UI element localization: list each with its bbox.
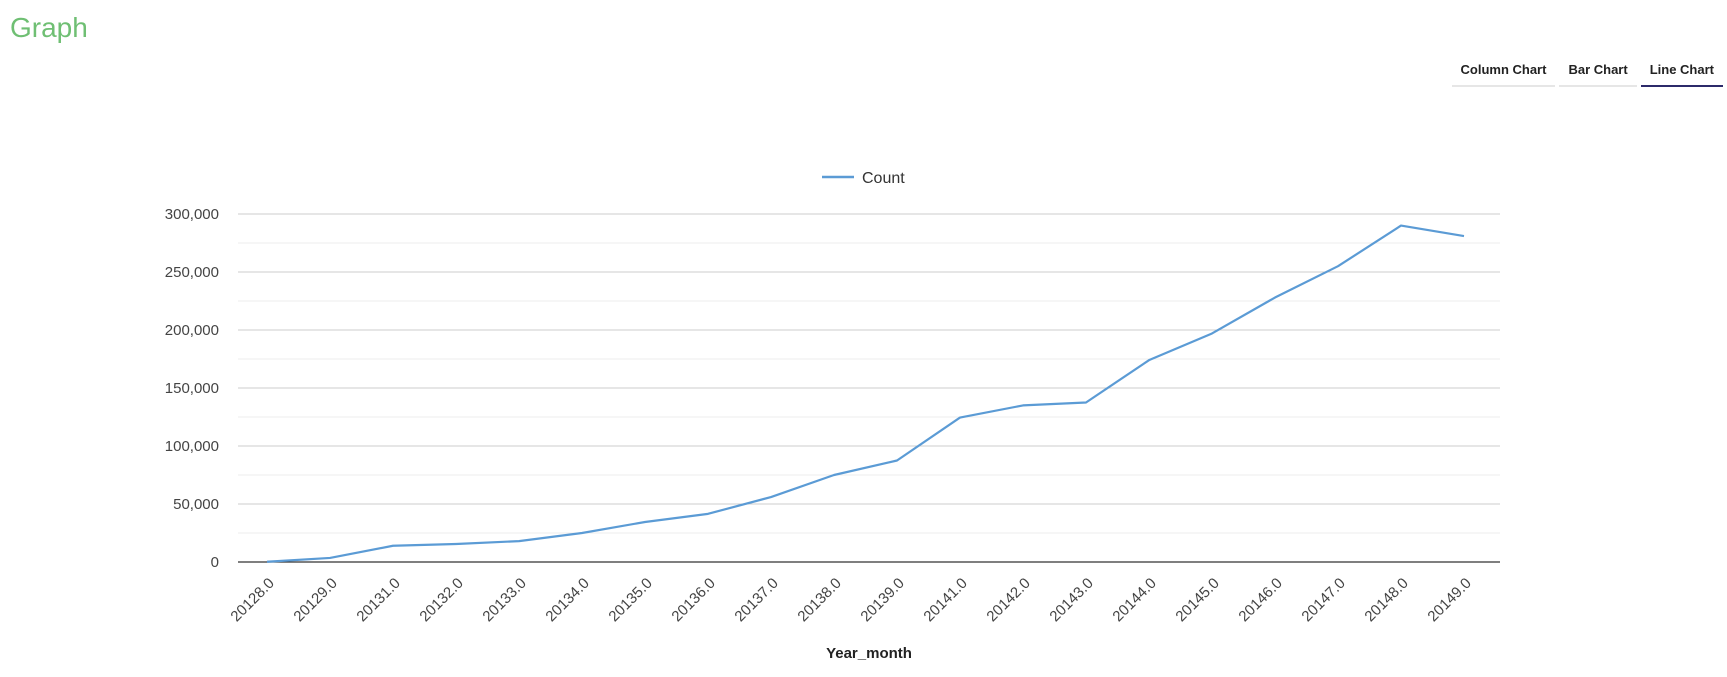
tab-column-chart[interactable]: Column Chart [1451, 58, 1556, 87]
data-point [580, 531, 584, 535]
x-tick-label: 20136.0 [668, 575, 718, 625]
x-tick-label: 20128.0 [227, 575, 277, 625]
data-point [265, 560, 269, 564]
page-title: Graph [10, 12, 88, 43]
data-point [958, 416, 962, 420]
x-tick-label: 20129.0 [290, 575, 340, 625]
x-tick-label: 20144.0 [1109, 575, 1159, 625]
y-tick-label: 150,000 [165, 380, 219, 397]
x-tick-label: 20134.0 [542, 575, 592, 625]
data-point [1336, 264, 1340, 268]
x-tick-label: 20131.0 [353, 575, 403, 625]
y-tick-label: 50,000 [173, 496, 219, 513]
data-point [391, 544, 395, 548]
x-tick-label: 20132.0 [416, 575, 466, 625]
data-point [1210, 331, 1214, 335]
x-tick-label: 20147.0 [1298, 575, 1348, 625]
data-point [832, 473, 836, 477]
chart-type-tabs: Column Chart Bar Chart Line Chart [1451, 58, 1727, 87]
x-tick-label: 20149.0 [1424, 575, 1474, 625]
x-tick-label: 20142.0 [983, 575, 1033, 625]
data-point [706, 512, 710, 516]
data-point [328, 556, 332, 560]
data-point [1399, 224, 1403, 228]
x-tick-label: 20141.0 [920, 575, 970, 625]
data-point [643, 520, 647, 524]
x-tick-label: 20146.0 [1235, 575, 1285, 625]
y-tick-label: 200,000 [165, 322, 219, 339]
x-tick-label: 20148.0 [1361, 575, 1411, 625]
data-point [769, 495, 773, 499]
legend-label: Count [862, 170, 905, 187]
data-point [1021, 403, 1025, 407]
data-point [454, 542, 458, 546]
data-point [1462, 234, 1466, 238]
data-point [1273, 296, 1277, 300]
data-point [1147, 358, 1151, 362]
data-point [517, 539, 521, 543]
x-tick-label: 20138.0 [794, 575, 844, 625]
x-tick-label: 20139.0 [857, 575, 907, 625]
x-tick-label: 20137.0 [731, 575, 781, 625]
series-line-count [266, 224, 1465, 563]
tab-bar-chart[interactable]: Bar Chart [1559, 58, 1637, 87]
data-point [1084, 401, 1088, 405]
x-axis-title: Year_month [826, 645, 912, 662]
tab-line-chart[interactable]: Line Chart [1640, 58, 1723, 87]
y-tick-label: 100,000 [165, 438, 219, 455]
x-tick-label: 20135.0 [605, 575, 655, 625]
x-tick-label: 20133.0 [479, 575, 529, 625]
y-tick-label: 250,000 [165, 264, 219, 281]
y-tick-label: 0 [211, 554, 219, 571]
x-tick-label: 20143.0 [1046, 575, 1096, 625]
data-point [895, 459, 899, 463]
x-tick-label: 20145.0 [1172, 575, 1222, 625]
y-tick-label: 300,000 [165, 206, 219, 223]
